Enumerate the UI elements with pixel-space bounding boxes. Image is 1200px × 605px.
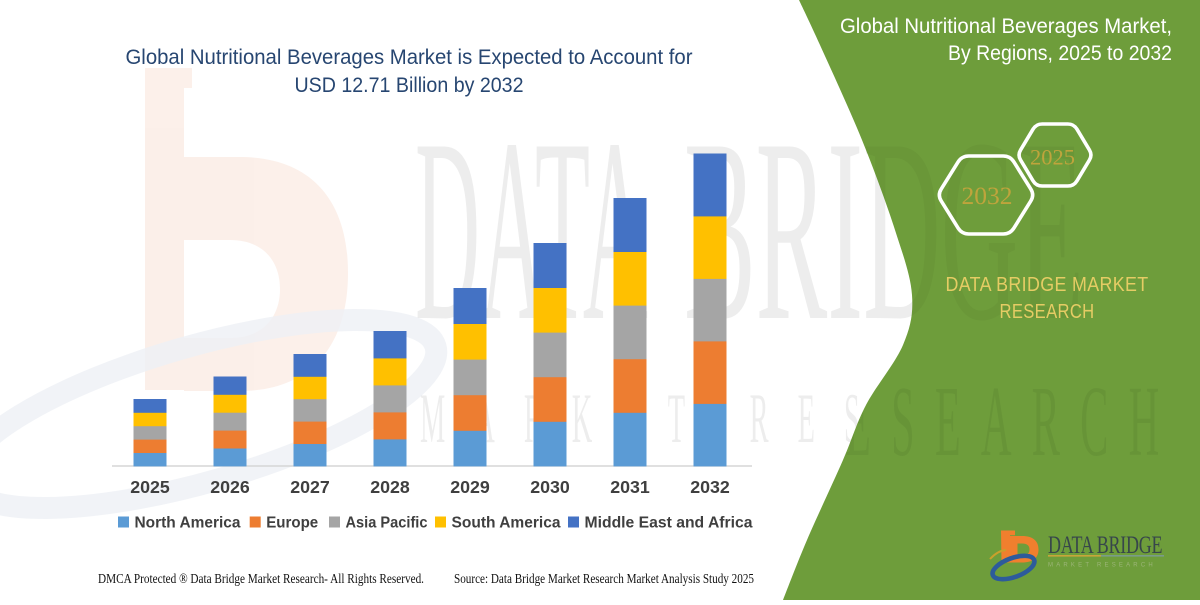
svg-text:DMCA Protected ® Data Bridge M: DMCA Protected ® Data Bridge Market Rese… [98, 571, 424, 586]
svg-text:2031: 2031 [610, 477, 650, 497]
svg-text:South America: South America [452, 515, 561, 532]
svg-text:2030: 2030 [530, 477, 570, 497]
svg-text:North America: North America [135, 515, 241, 532]
svg-text:2032: 2032 [690, 477, 730, 497]
svg-text:2025: 2025 [1030, 145, 1075, 170]
svg-text:Global Nutritional Beverages M: Global Nutritional Beverages Market is E… [126, 46, 693, 69]
svg-text:Asia Pacific: Asia Pacific [346, 515, 428, 532]
svg-text:Middle East and Africa: Middle East and Africa [585, 515, 753, 532]
svg-text:USD 12.71 Billion by 2032: USD 12.71 Billion by 2032 [295, 74, 524, 97]
svg-text:RESEARCH: RESEARCH [1000, 300, 1095, 323]
svg-text:2029: 2029 [450, 477, 490, 497]
svg-text:2032: 2032 [962, 181, 1013, 210]
svg-text:Global Nutritional Beverages M: Global Nutritional Beverages Market, [840, 15, 1172, 38]
svg-text:DATA BRIDGE MARKET: DATA BRIDGE MARKET [946, 273, 1149, 296]
svg-text:2027: 2027 [290, 477, 330, 497]
svg-text:2025: 2025 [130, 477, 170, 497]
svg-text:MARKET RESEARCH: MARKET RESEARCH [1048, 563, 1156, 569]
svg-text:2026: 2026 [210, 477, 250, 497]
svg-text:By Regions, 2025 to 2032: By Regions, 2025 to 2032 [948, 42, 1172, 65]
svg-text:2028: 2028 [370, 477, 410, 497]
svg-text:DATA: DATA [415, 85, 648, 375]
svg-text:Europe: Europe [266, 515, 318, 532]
svg-text:ESEARCH: ESEARCH [845, 365, 1179, 477]
svg-text:DATA BRIDGE: DATA BRIDGE [1048, 531, 1163, 559]
svg-text:Source: Data Bridge Market Res: Source: Data Bridge Market Research Mark… [454, 571, 754, 586]
